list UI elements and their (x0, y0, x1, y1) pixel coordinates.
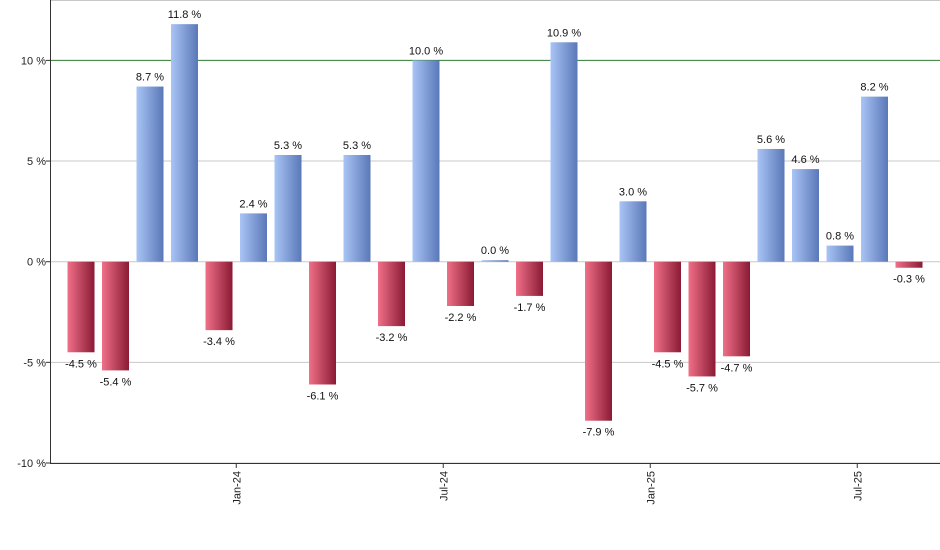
bar-positive (826, 245, 854, 262)
data-label: -1.7 % (514, 302, 546, 314)
x-tick-label: Jul-24 (438, 471, 450, 501)
y-tick-label: -5 % (23, 357, 46, 369)
bar-negative (654, 261, 681, 353)
bar-positive (412, 60, 440, 262)
x-tick-label: Jan-25 (645, 471, 657, 505)
data-label: -3.4 % (203, 336, 235, 348)
y-tick-label: 0 % (27, 257, 46, 269)
bar-negative (516, 261, 543, 296)
bar-negative (205, 261, 233, 331)
bar-positive (274, 155, 302, 262)
bar-positive (792, 169, 819, 262)
data-label: 5.6 % (757, 134, 785, 146)
data-label: -4.5 % (652, 358, 684, 370)
x-tick-label: Jul-25 (852, 471, 864, 501)
data-label: 2.4 % (239, 198, 267, 210)
bar-positive (757, 148, 785, 262)
data-label: 10.9 % (547, 27, 581, 39)
data-labels: -4.5 %-5.4 %8.7 %11.8 %-3.4 %2.4 %5.3 %-… (65, 9, 925, 439)
x-tick-label: Jan-24 (231, 471, 243, 505)
data-label: 3.0 % (619, 186, 647, 198)
bars (67, 24, 923, 421)
data-label: -5.7 % (686, 382, 718, 394)
data-label: -5.4 % (100, 376, 132, 388)
data-label: 0.8 % (826, 231, 854, 243)
bar-negative (723, 261, 750, 357)
bar-positive (343, 155, 371, 262)
bar-negative (309, 261, 336, 385)
data-label: 8.7 % (136, 72, 164, 84)
data-label: -4.7 % (721, 362, 753, 374)
bar-positive (171, 24, 198, 262)
y-tick-label: 5 % (27, 156, 46, 168)
bar-negative (67, 261, 95, 353)
bar-positive (550, 42, 578, 262)
data-label: 11.8 % (168, 9, 202, 21)
y-axis-ticks: -10 % -5 % 0 % 5 % 10 % (17, 55, 50, 470)
data-label: 10.0 % (409, 45, 443, 57)
y-tick-label: -10 % (17, 458, 46, 470)
bar-negative (447, 261, 474, 306)
axes (50, 0, 940, 464)
data-label: -3.2 % (376, 332, 408, 344)
y-tick-label: 10 % (21, 55, 46, 67)
bar-positive (240, 213, 267, 262)
bar-negative (585, 261, 612, 421)
bar-positive (136, 86, 164, 262)
data-label: 0.0 % (481, 245, 509, 257)
data-label: -7.9 % (583, 427, 615, 439)
bar-negative (102, 261, 129, 371)
data-label: -6.1 % (307, 390, 339, 402)
data-label: -0.3 % (893, 274, 925, 286)
data-label: 4.6 % (791, 154, 819, 166)
data-label: 5.3 % (343, 140, 371, 152)
bar-negative (688, 261, 716, 377)
bar-negative (895, 261, 923, 268)
bar-positive (481, 260, 509, 262)
bar-positive (861, 96, 888, 262)
bar-positive (619, 201, 647, 262)
x-axis-ticks: Jan-24 Jul-24 Jan-25 Jul-25 (231, 463, 864, 505)
data-label: 5.3 % (274, 140, 302, 152)
data-label: 8.2 % (860, 82, 888, 94)
bar-negative (378, 261, 405, 327)
data-label: -4.5 % (65, 358, 97, 370)
data-label: -2.2 % (445, 312, 477, 324)
